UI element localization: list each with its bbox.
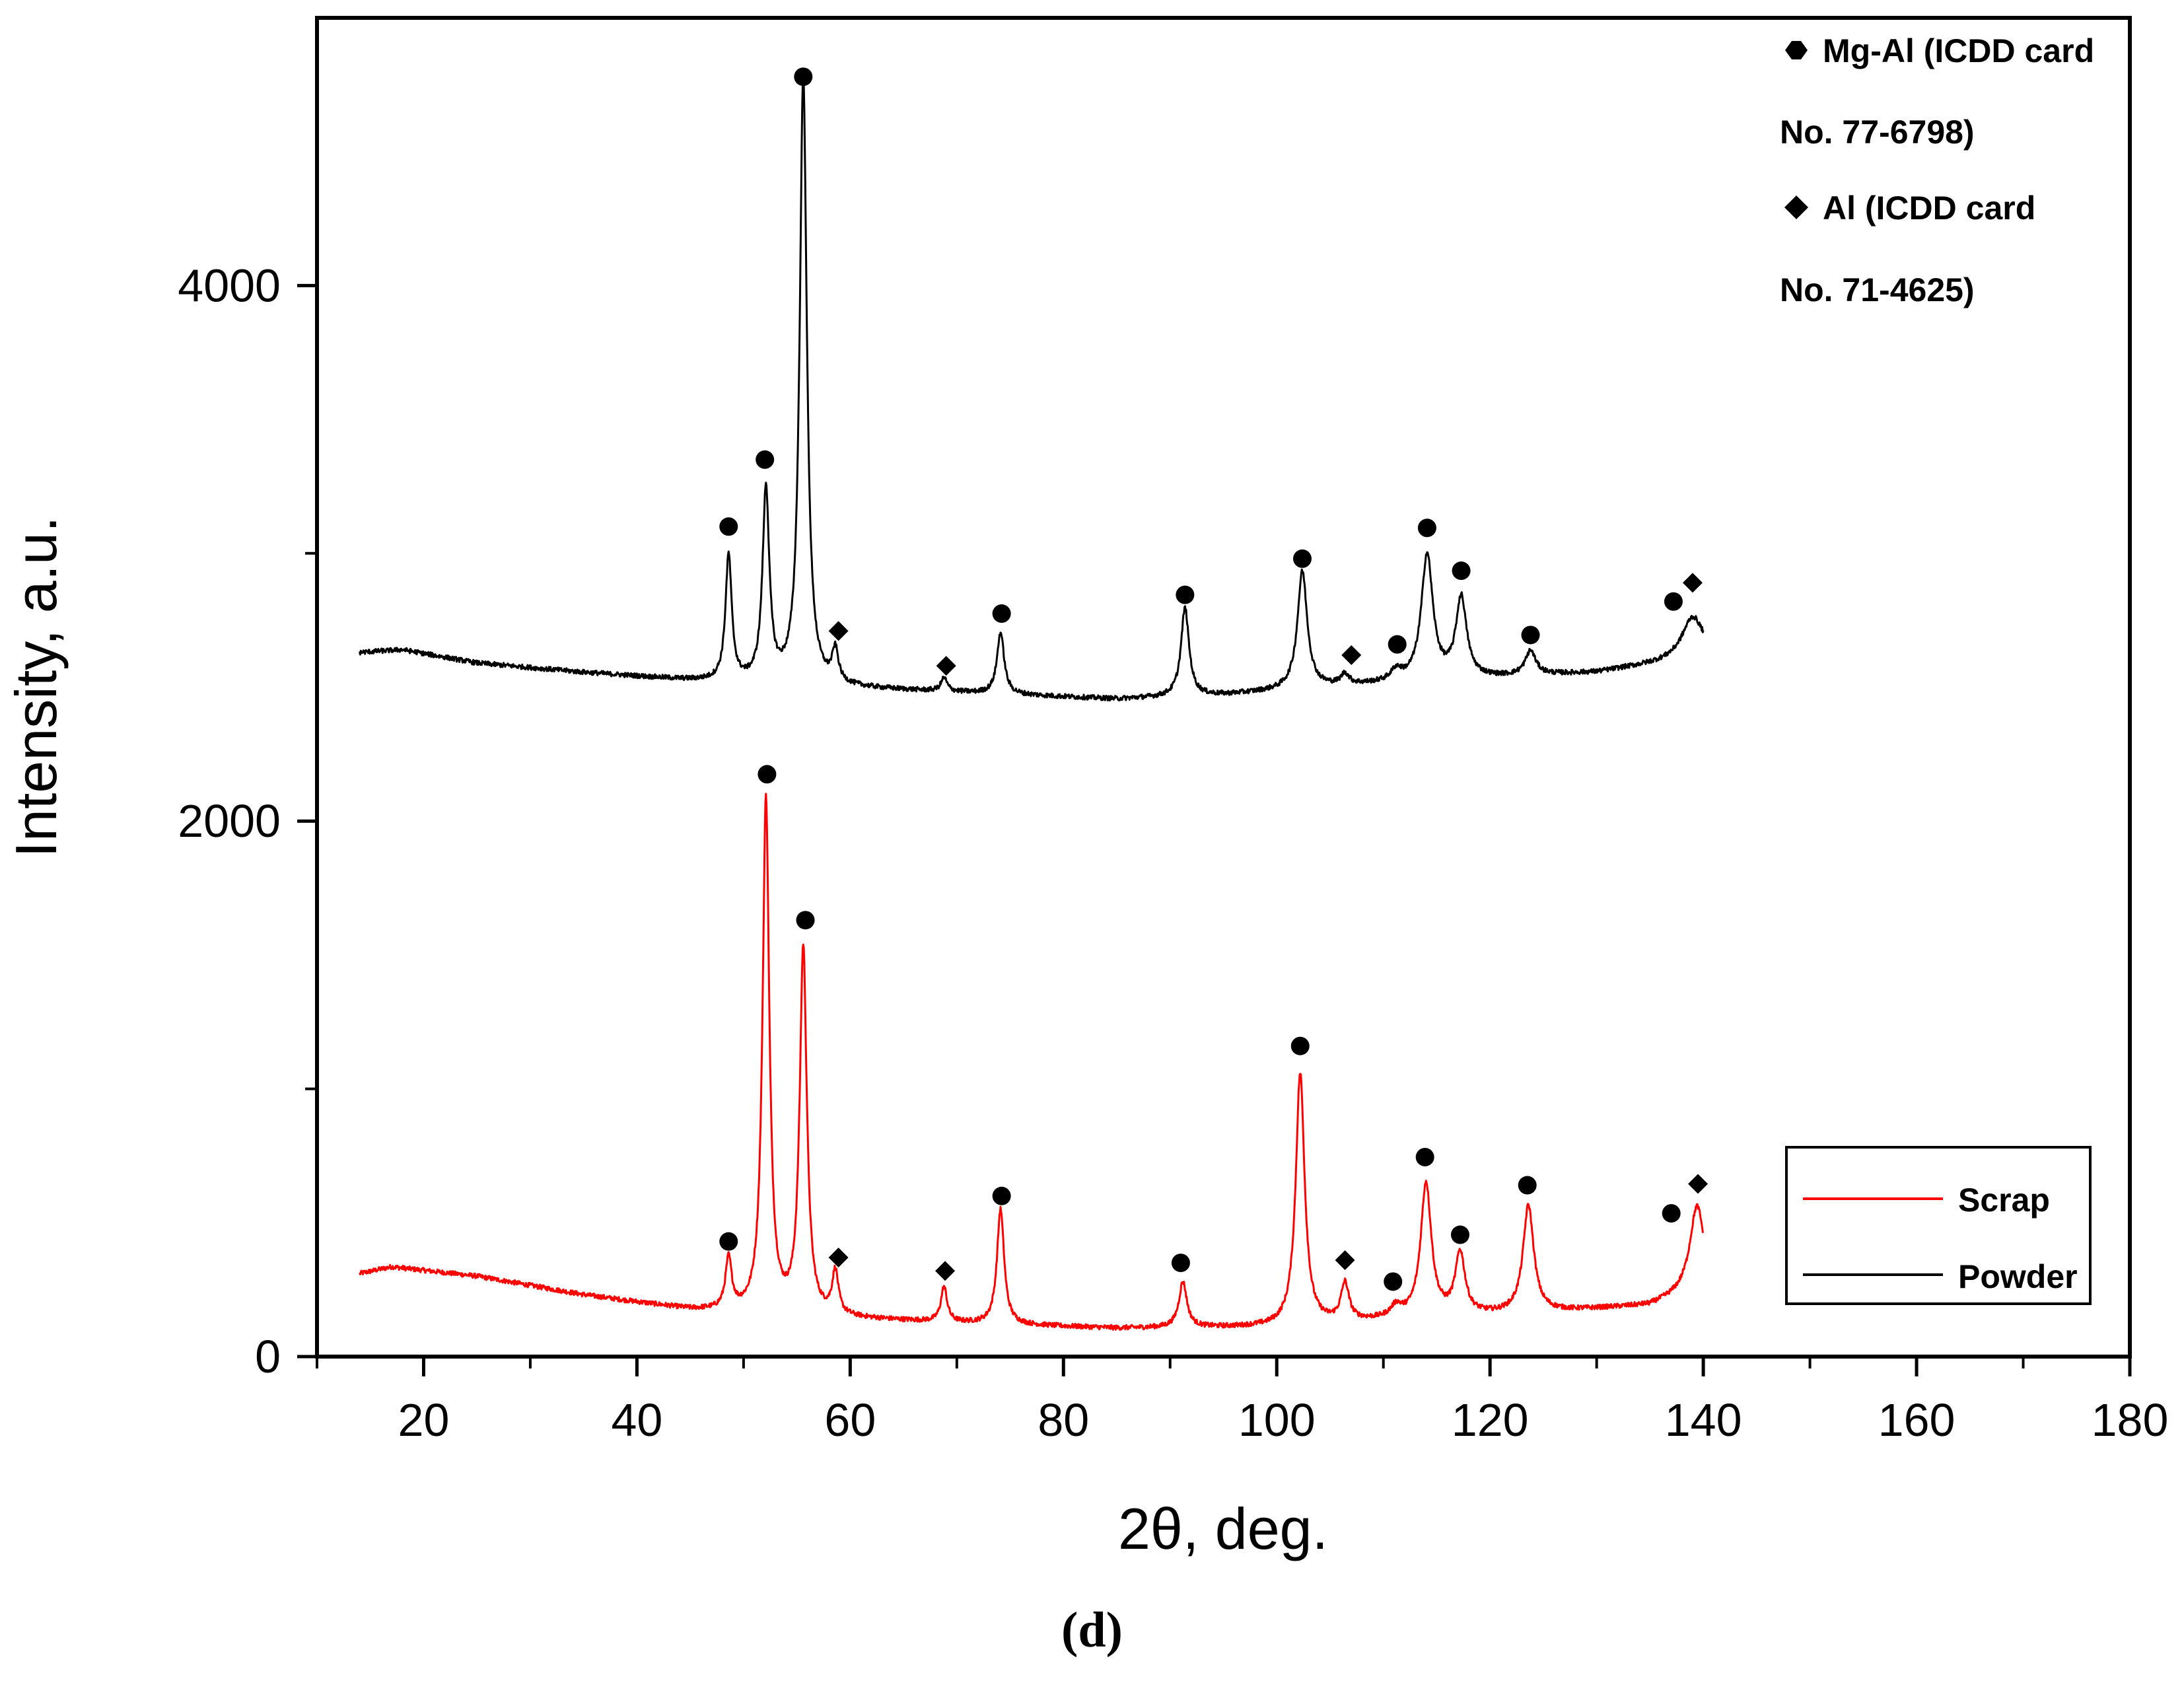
x-tick-label: 60 bbox=[824, 1394, 876, 1446]
mgal-peak-marker bbox=[1176, 585, 1195, 604]
annotation-mgal-line2: No. 77-6798) bbox=[1780, 114, 1975, 151]
legend-box bbox=[1785, 1146, 2092, 1305]
legend-powder-label: Powder bbox=[1958, 1258, 2078, 1295]
series-layer bbox=[359, 69, 1705, 1331]
mgal-peak-marker bbox=[1452, 561, 1471, 581]
al-peak-marker bbox=[1341, 645, 1362, 665]
phase-annotation: Mg-Al (ICDD card No. 77-6798) Al (ICDD c… bbox=[1780, 32, 2094, 308]
x-tick-label: 80 bbox=[1038, 1394, 1089, 1446]
al-peak-marker bbox=[935, 1261, 956, 1281]
diamond-marker-key-icon bbox=[1784, 195, 1808, 219]
legend: Scrap Powder bbox=[1785, 1146, 2092, 1305]
figure-caption: (d) bbox=[1061, 1602, 1123, 1658]
al-peak-marker bbox=[1682, 573, 1703, 593]
mgal-peak-marker bbox=[1388, 635, 1407, 654]
mgal-peak-marker bbox=[756, 450, 775, 469]
mgal-peak-marker bbox=[796, 911, 815, 930]
circle-marker-key-icon bbox=[1785, 41, 1808, 59]
mgal-peak-marker bbox=[1450, 1225, 1469, 1244]
mgal-peak-marker bbox=[1384, 1272, 1403, 1291]
mgal-peak-marker bbox=[1518, 1176, 1537, 1195]
mgal-peak-marker bbox=[719, 517, 738, 536]
y-tick-label: 0 bbox=[255, 1331, 281, 1382]
al-peak-marker bbox=[936, 656, 956, 676]
annotation-mgal-line1: Mg-Al (ICDD card bbox=[1823, 32, 2094, 69]
al-peak-marker bbox=[1335, 1250, 1355, 1271]
axis-ticks: 20 40 60 80 100 120 140 160 180 0 2000 4000 bbox=[178, 260, 2168, 1446]
annotation-al-line2: No. 71-4625) bbox=[1780, 271, 1975, 308]
plot-frame bbox=[315, 16, 2132, 1359]
circle-marker-key-shape bbox=[1785, 41, 1808, 59]
series-line-powder bbox=[359, 69, 1705, 701]
al-peak-marker bbox=[1688, 1174, 1708, 1194]
al-peak-marker bbox=[828, 1248, 849, 1268]
mgal-peak-marker bbox=[1664, 592, 1683, 611]
mgal-peak-marker bbox=[1292, 549, 1312, 568]
x-axis-title: 2θ, deg. bbox=[1118, 1496, 1328, 1561]
mgal-peak-marker bbox=[992, 1186, 1011, 1205]
y-axis-title: Intensity, a.u. bbox=[3, 516, 69, 858]
x-tick-label: 100 bbox=[1238, 1394, 1316, 1446]
mgal-peak-marker bbox=[794, 67, 813, 87]
mgal-peak-marker bbox=[719, 1232, 738, 1251]
x-tick-label: 140 bbox=[1665, 1394, 1742, 1446]
mgal-peak-marker bbox=[1171, 1254, 1190, 1273]
x-tick-label: 160 bbox=[1878, 1394, 1955, 1446]
phase-markers bbox=[719, 67, 1708, 1291]
mgal-peak-marker bbox=[1290, 1036, 1310, 1055]
mgal-peak-marker bbox=[1521, 625, 1540, 645]
y-tick-label: 2000 bbox=[178, 795, 281, 847]
mgal-peak-marker bbox=[757, 765, 777, 784]
diamond-marker-key-shape bbox=[1784, 195, 1808, 219]
series-line-scrap bbox=[359, 793, 1705, 1331]
al-peak-marker bbox=[828, 621, 849, 641]
annotation-al-line1: Al (ICDD card bbox=[1823, 190, 2035, 227]
x-tick-label: 20 bbox=[398, 1394, 450, 1446]
x-tick-label: 40 bbox=[611, 1394, 662, 1446]
mgal-peak-marker bbox=[992, 604, 1011, 623]
x-tick-label: 120 bbox=[1452, 1394, 1529, 1446]
y-tick-label: 4000 bbox=[178, 260, 281, 311]
mgal-peak-marker bbox=[1417, 518, 1436, 538]
x-tick-label: 180 bbox=[2092, 1394, 2169, 1446]
mgal-peak-marker bbox=[1662, 1204, 1681, 1223]
mgal-peak-marker bbox=[1415, 1147, 1434, 1166]
legend-scrap-label: Scrap bbox=[1958, 1182, 2050, 1219]
